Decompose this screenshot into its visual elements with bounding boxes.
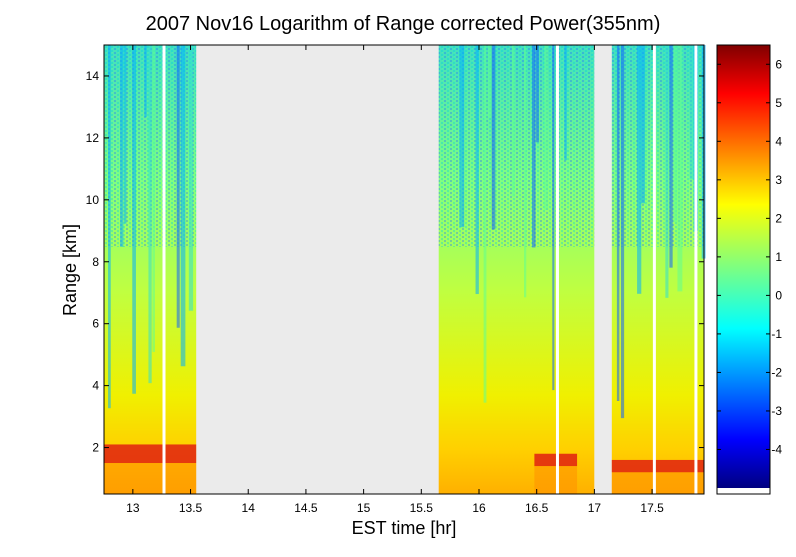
signal-stripe bbox=[180, 45, 186, 367]
signal-stripe bbox=[673, 45, 677, 223]
signal-stripe bbox=[689, 45, 695, 180]
signal-stripe bbox=[669, 45, 673, 268]
x-axis: 13 13.5 14 14.5 15 15.5 16 16.5 17 17.5 bbox=[126, 45, 664, 515]
colorbar-tick-label: 4 bbox=[775, 134, 782, 148]
x-tick-label: 14.5 bbox=[294, 501, 318, 515]
y-tick-label: 14 bbox=[86, 69, 100, 83]
aerosol-layer bbox=[611, 459, 704, 473]
signal-stripe bbox=[120, 45, 124, 247]
signal-stripe bbox=[487, 45, 493, 118]
x-tick-label: 16 bbox=[472, 501, 486, 515]
signal-stripe bbox=[641, 45, 646, 204]
signal-stripe bbox=[536, 45, 539, 143]
colorbar-tick-label: -4 bbox=[771, 442, 782, 456]
colorbar-tick-label: 0 bbox=[775, 288, 782, 302]
gap-line bbox=[652, 45, 656, 494]
gap-line bbox=[555, 45, 559, 494]
boundary-layer bbox=[534, 466, 578, 494]
colorbar-tick-label: -2 bbox=[771, 365, 782, 379]
y-tick-label: 4 bbox=[92, 379, 99, 393]
signal-stripe bbox=[620, 45, 625, 419]
colorbar-tick-label: 6 bbox=[775, 57, 782, 71]
signal-stripe bbox=[148, 45, 152, 384]
signal-stripe bbox=[475, 45, 479, 295]
noise-overlay bbox=[611, 45, 704, 248]
colorbar-tick-label: -1 bbox=[771, 327, 782, 341]
y-axis: 2 4 6 8 10 12 14 bbox=[86, 69, 704, 455]
x-axis-label: EST time [hr] bbox=[352, 518, 457, 538]
no-data-region bbox=[196, 45, 439, 494]
gap-line bbox=[694, 45, 698, 494]
signal-stripe bbox=[511, 45, 515, 197]
y-tick-label: 6 bbox=[92, 317, 99, 331]
data-layer bbox=[104, 45, 706, 494]
signal-stripe bbox=[152, 45, 155, 352]
colorbar-gradient bbox=[717, 45, 770, 488]
colorbar-ticks: -4 -3 -2 -1 0 1 2 3 4 5 6 bbox=[717, 57, 782, 456]
signal-stripe bbox=[552, 45, 555, 391]
chart-title: 2007 Nov16 Logarithm of Range corrected … bbox=[146, 13, 661, 35]
boundary-layer bbox=[611, 472, 704, 494]
x-tick-label: 14 bbox=[242, 501, 256, 515]
y-axis-label: Range [km] bbox=[60, 224, 80, 316]
colorbar-tick-label: 5 bbox=[775, 96, 782, 110]
signal-stripe bbox=[524, 45, 527, 298]
signal-stripe bbox=[544, 45, 549, 210]
colorbar-frame bbox=[716, 44, 771, 495]
y-tick-label: 8 bbox=[92, 255, 99, 269]
plot-area: 13 13.5 14 14.5 15 15.5 16 16.5 17 17.5 2 4 6 8 10 12 1… bbox=[86, 44, 706, 515]
signal-stripe bbox=[188, 45, 194, 311]
x-tick-label: 17 bbox=[588, 501, 602, 515]
x-tick-label: 13.5 bbox=[179, 501, 203, 515]
x-tick-label: 15.5 bbox=[410, 501, 434, 515]
x-tick-label: 15 bbox=[357, 501, 371, 515]
signal-stripe bbox=[132, 45, 136, 394]
x-tick-label: 13 bbox=[126, 501, 140, 515]
signal-stripe bbox=[677, 45, 683, 292]
signal-stripe bbox=[124, 45, 127, 224]
y-tick-label: 2 bbox=[92, 441, 99, 455]
noise-overlay bbox=[438, 45, 595, 248]
signal-stripe bbox=[532, 45, 536, 248]
y-tick-label: 10 bbox=[86, 193, 100, 207]
signal-stripe bbox=[459, 45, 465, 228]
y-tick-label: 12 bbox=[86, 131, 100, 145]
signal-stripe bbox=[108, 45, 111, 409]
aerosol-layer bbox=[104, 444, 197, 464]
signal-stripe bbox=[637, 45, 642, 294]
gap-line bbox=[162, 45, 166, 494]
no-data-region bbox=[594, 45, 612, 494]
signal-stripe bbox=[483, 45, 487, 403]
colorbar-tick-label: 1 bbox=[775, 250, 782, 264]
boundary-layer bbox=[104, 463, 197, 494]
signal-stripe bbox=[144, 45, 147, 118]
plot-frame bbox=[103, 44, 705, 495]
colorbar-tick-label: 3 bbox=[775, 173, 782, 187]
x-tick-label: 16.5 bbox=[525, 501, 549, 515]
signal-stripe bbox=[176, 45, 180, 328]
signal-stripe bbox=[564, 45, 567, 161]
colorbar-tick-label: 2 bbox=[775, 211, 782, 225]
x-tick-label: 17.5 bbox=[640, 501, 664, 515]
colorbar-tick-label: -3 bbox=[771, 404, 782, 418]
colorbar: -4 -3 -2 -1 0 1 2 3 4 5 6 bbox=[716, 44, 782, 495]
signal-stripe bbox=[491, 45, 496, 230]
signal-stripe bbox=[665, 45, 669, 298]
aerosol-layer bbox=[534, 453, 578, 467]
signal-stripe bbox=[616, 45, 620, 402]
